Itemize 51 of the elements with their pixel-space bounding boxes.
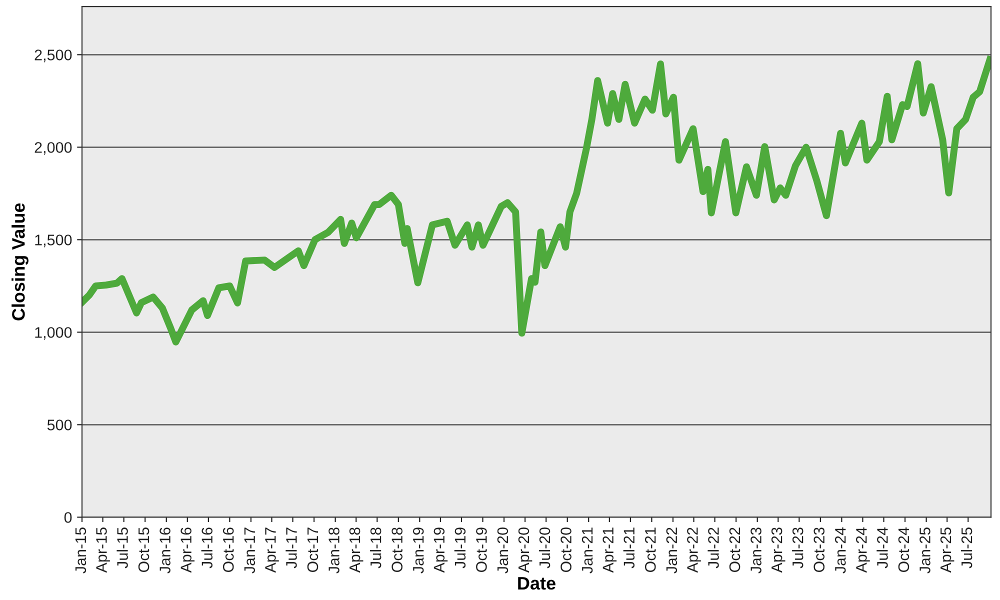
- x-tick-label: Apr-20: [518, 528, 532, 573]
- y-tick-label: 2,000: [34, 142, 72, 155]
- x-tick-label: Oct-17: [307, 528, 318, 572]
- y-tick-label: 2,500: [34, 50, 72, 62]
- x-tick-label: Apr-16: [180, 528, 195, 573]
- x-tick-label: Jul-20: [538, 528, 550, 568]
- x-tick-label: Apr-23: [771, 528, 786, 573]
- x-tick-label: Jul-23: [792, 528, 804, 568]
- x-tick-label: Oct-16: [222, 528, 234, 572]
- x-tick-label: Jul-24: [876, 527, 888, 568]
- x-tick-label: Jan-17: [244, 528, 256, 574]
- x-tick-label: Apr-22: [687, 528, 701, 573]
- y-tick-label: 1,000: [35, 327, 72, 340]
- x-tick-label: Jul-18: [370, 528, 382, 568]
- x-tick-label: Jan-16: [160, 528, 170, 574]
- x-tick-label: Oct-20: [560, 528, 572, 572]
- x-tick-label: Jul-22: [708, 528, 719, 568]
- y-tick-label: 1,500: [35, 234, 72, 248]
- y-tick-label: 500: [47, 420, 72, 430]
- x-tick-label: Oct-22: [729, 528, 740, 572]
- x-tick-label: Apr-18: [349, 528, 364, 573]
- x-tick-label: Apr-24: [856, 527, 870, 573]
- x-tick-label: Oct-19: [476, 528, 487, 572]
- x-tick-label: Jul-25: [961, 528, 972, 568]
- x-tick-label: Jan-21: [582, 528, 593, 574]
- x-tick-label: Jan-19: [412, 528, 424, 574]
- x-tick-label: Jul-16: [201, 528, 213, 568]
- x-tick-label: Oct-23: [814, 528, 825, 572]
- x-tick-label: Jan-20: [497, 528, 508, 574]
- x-tick-label: Jan-24: [834, 527, 846, 574]
- x-tick-label: Jul-21: [623, 528, 635, 568]
- x-tick-label: Jul-19: [454, 528, 466, 568]
- x-tick-label: Jan-22: [666, 528, 678, 574]
- x-tick-label: Apr-25: [940, 528, 954, 573]
- x-tick-label: Apr-17: [265, 528, 279, 573]
- y-tick-label: 0: [64, 512, 72, 523]
- x-tick-label: Jan-18: [328, 528, 340, 574]
- x-tick-label: Jan-23: [750, 528, 762, 574]
- x-tick-label: Jul-17: [286, 528, 297, 568]
- x-tick-label: Apr-19: [434, 528, 448, 573]
- x-tick-label: Jul-15: [116, 528, 128, 568]
- x-axis-title: Date: [518, 577, 556, 590]
- x-tick-label: Jan-25: [920, 528, 930, 574]
- x-tick-label: Oct-21: [644, 528, 656, 572]
- x-tick-label: Apr-21: [602, 528, 617, 573]
- x-tick-label: Oct-15: [138, 528, 150, 572]
- y-axis-title: Closing Value: [12, 203, 28, 320]
- x-tick-label: Apr-15: [96, 528, 110, 573]
- x-tick-label: Oct-24: [898, 527, 910, 572]
- x-tick-label: Jan-15: [75, 528, 86, 574]
- x-tick-label: Oct-18: [392, 528, 403, 572]
